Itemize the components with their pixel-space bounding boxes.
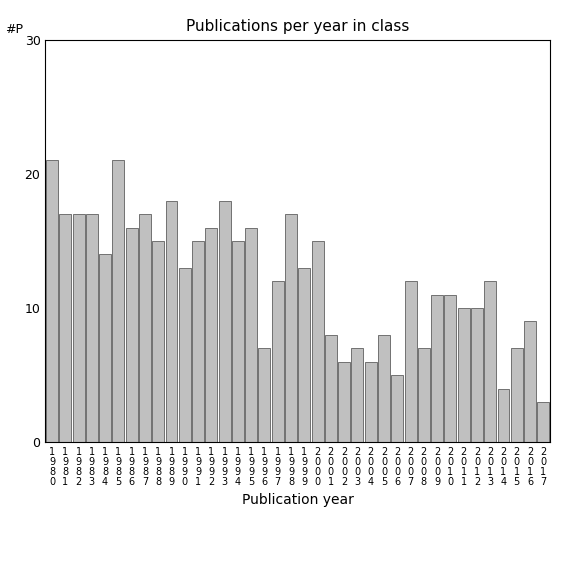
Bar bbox=[538, 402, 549, 442]
Bar bbox=[205, 227, 217, 442]
Text: #P: #P bbox=[5, 23, 23, 36]
Bar bbox=[378, 335, 390, 442]
Bar bbox=[232, 241, 244, 442]
Bar bbox=[112, 160, 124, 442]
Bar bbox=[497, 388, 510, 442]
Bar bbox=[179, 268, 191, 442]
Bar bbox=[73, 214, 84, 442]
Bar bbox=[259, 348, 270, 442]
Bar bbox=[484, 281, 496, 442]
Bar bbox=[352, 348, 363, 442]
Bar bbox=[405, 281, 417, 442]
Bar bbox=[60, 214, 71, 442]
Bar bbox=[192, 241, 204, 442]
Bar bbox=[285, 214, 297, 442]
Bar bbox=[245, 227, 257, 442]
Bar bbox=[99, 255, 111, 442]
Bar bbox=[524, 321, 536, 442]
Bar bbox=[298, 268, 310, 442]
Bar bbox=[166, 201, 177, 442]
Bar bbox=[86, 214, 98, 442]
Bar bbox=[365, 362, 376, 442]
Bar bbox=[325, 335, 337, 442]
Bar bbox=[312, 241, 324, 442]
Bar bbox=[471, 308, 483, 442]
Bar bbox=[431, 295, 443, 442]
Bar bbox=[272, 281, 284, 442]
Bar bbox=[418, 348, 430, 442]
Bar bbox=[458, 308, 469, 442]
Bar bbox=[219, 201, 231, 442]
Bar bbox=[445, 295, 456, 442]
Title: Publications per year in class: Publications per year in class bbox=[186, 19, 409, 35]
X-axis label: Publication year: Publication year bbox=[242, 493, 354, 507]
Bar bbox=[126, 227, 138, 442]
Bar bbox=[511, 348, 523, 442]
Bar bbox=[46, 160, 58, 442]
Bar bbox=[139, 214, 151, 442]
Bar bbox=[338, 362, 350, 442]
Bar bbox=[153, 241, 164, 442]
Bar bbox=[391, 375, 403, 442]
